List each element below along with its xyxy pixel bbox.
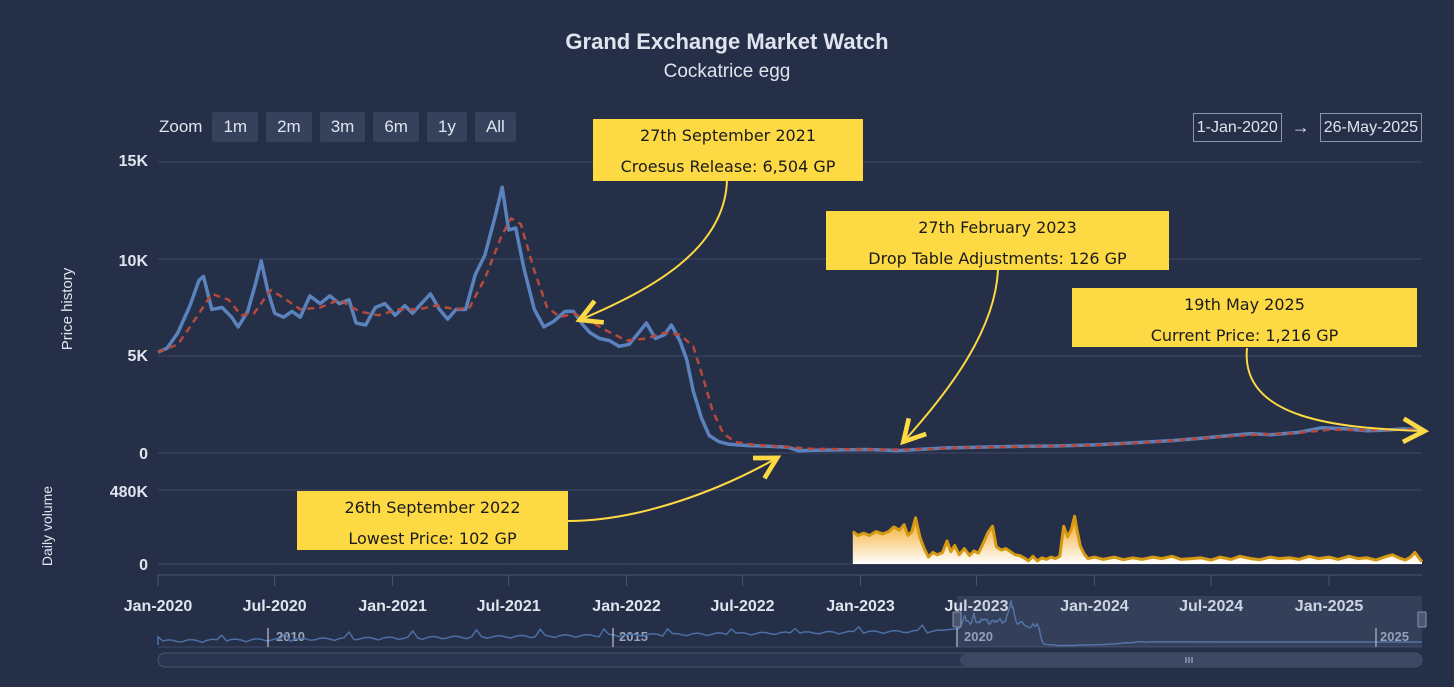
navigator-left-handle[interactable]: [952, 611, 962, 628]
navigator[interactable]: 2010 2015 2020 2025: [157, 596, 1427, 668]
zoom-label: Zoom: [159, 117, 203, 136]
x-tick-label: Jul-2022: [711, 598, 775, 615]
x-tick-label: Jan-2021: [358, 598, 427, 615]
x-tick-label: Jul-2020: [243, 598, 307, 615]
annotation-current-price-text: Current Price: 1,216 GP: [1150, 326, 1339, 345]
x-tick-label: Jan-2024: [1060, 598, 1129, 615]
annotation-current-price-date: 19th May 2025: [1184, 295, 1305, 314]
y-tick-5k: 5K: [128, 348, 149, 365]
volume-tick-480k: 480K: [110, 484, 149, 501]
chart-title: Grand Exchange Market Watch: [565, 29, 889, 54]
annotation-croesus: 27th September 2021 Croesus Release: 6,5…: [593, 119, 863, 181]
annotation-drop-table-text: Drop Table Adjustments: 126 GP: [868, 249, 1127, 268]
navigator-label-2015: 2015: [619, 629, 648, 644]
navigator-selection[interactable]: [957, 596, 1422, 647]
range-arrow: →: [1291, 117, 1310, 137]
navigator-right-handle[interactable]: [1417, 611, 1427, 628]
zoom-2m-button[interactable]: 2m: [266, 112, 312, 142]
chart-subtitle: Cockatrice egg: [663, 61, 791, 82]
annotation-arrows: [567, 179, 1422, 522]
volume-line: [851, 514, 1424, 563]
price-y-axis: 15K 10K 5K 0: [119, 153, 149, 463]
y-tick-0: 0: [139, 446, 148, 463]
annotation-croesus-date: 27th September 2021: [639, 126, 817, 145]
navigator-label-2010: 2010: [276, 629, 305, 644]
arrow-current-price: [1245, 347, 1422, 431]
arrow-lowest-price: [567, 459, 775, 522]
annotation-current-price: 19th May 2025 Current Price: 1,216 GP: [1072, 288, 1417, 347]
x-tick-label: Jul-2024: [1179, 598, 1243, 615]
price-axis-title: Price history: [59, 267, 76, 350]
range-from-input[interactable]: 1-Jan-2020: [1192, 113, 1282, 142]
annotation-drop-table: 27th February 2023 Drop Table Adjustment…: [826, 211, 1169, 270]
price-gridlines: [158, 161, 1422, 454]
annotation-croesus-text: Croesus Release: 6,504 GP: [620, 157, 836, 176]
annotation-lowest-price: 26th September 2022 Lowest Price: 102 GP: [297, 491, 568, 550]
annotation-lowest-price-text: Lowest Price: 102 GP: [348, 529, 517, 548]
navigator-label-2025: 2025: [1380, 629, 1409, 644]
date-range-selector: 1-Jan-2020 → 26-May-2025: [1192, 113, 1422, 142]
y-tick-15k: 15K: [119, 153, 149, 170]
x-tick-label: Jan-2025: [1295, 598, 1364, 615]
volume-axis-title: Daily volume: [39, 486, 55, 566]
x-tick-label: Jul-2023: [944, 598, 1008, 615]
arrow-drop-table: [905, 269, 999, 440]
zoom-6m-button[interactable]: 6m: [373, 112, 419, 142]
navigator-series: [157, 600, 1423, 647]
x-tick-label: Jul-2021: [477, 598, 541, 615]
volume-area: [852, 516, 1422, 564]
volume-tick-0: 0: [139, 557, 148, 574]
zoom-controls: Zoom 1m 2m 3m 6m 1y All: [159, 112, 516, 142]
zoom-1y-button[interactable]: 1y: [426, 112, 467, 142]
annotation-lowest-price-date: 26th September 2022: [344, 498, 521, 517]
x-tick-label: Jan-2020: [124, 598, 193, 615]
navigator-label-2020: 2020: [964, 629, 993, 644]
zoom-all-button[interactable]: All: [474, 112, 516, 142]
annotation-drop-table-date: 27th February 2023: [918, 218, 1077, 237]
x-tick-label: Jan-2023: [826, 598, 895, 615]
x-axis: Jan-2020 Jul-2020 Jan-2021 Jul-2021 Jan-2022…: [124, 574, 1422, 615]
arrow-croesus: [582, 179, 728, 319]
y-tick-10k: 10K: [119, 253, 149, 270]
x-tick-label: Jan-2022: [592, 598, 661, 615]
volume-y-axis: 480K 0: [110, 484, 149, 574]
range-to-input[interactable]: 26-May-2025: [1319, 113, 1422, 142]
zoom-1m-button[interactable]: 1m: [212, 112, 259, 142]
scrollbar-thumb[interactable]: [960, 654, 1422, 666]
zoom-3m-button[interactable]: 3m: [319, 112, 366, 142]
